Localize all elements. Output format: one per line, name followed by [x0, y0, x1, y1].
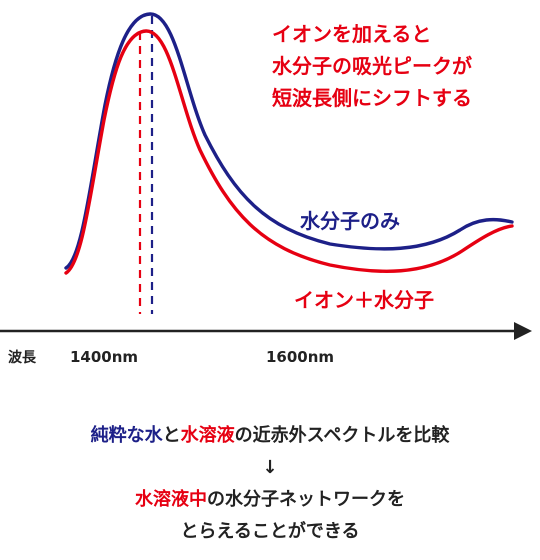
annotation-line-2: 水分子の吸光ピークが — [272, 54, 472, 78]
x-tick-1600: 1600nm — [266, 348, 334, 366]
caption-arrow: ↓ — [262, 457, 278, 478]
caption-compare: の近赤外スペクトルを比較 — [234, 425, 450, 446]
caption-line-1: 純粋な水と水溶液の近赤外スペクトルを比較 — [0, 420, 540, 452]
caption: 純粋な水と水溶液の近赤外スペクトルを比較 ↓ 水溶液中の水分子ネットワークを と… — [0, 420, 540, 548]
caption-and: と — [162, 425, 181, 446]
x-axis-label: 波長 — [8, 349, 37, 366]
caption-line-3: 水溶液中の水分子ネットワークを — [0, 484, 540, 516]
annotation-line-1: イオンを加えると — [272, 22, 432, 46]
series-line-water-only — [64, 12, 514, 270]
caption-in-solution: 水溶液中 — [135, 489, 207, 510]
series-line-ion-water — [64, 29, 514, 275]
annotation-line-3: 短波長側にシフトする — [272, 86, 472, 110]
x-tick-1400: 1400nm — [70, 348, 138, 366]
caption-line-4: とらえることができる — [180, 521, 360, 542]
shift-annotation: イオンを加えると 水分子の吸光ピークが 短波長側にシフトする — [272, 18, 532, 114]
legend-label-water-only: 水分子のみ — [300, 209, 400, 233]
caption-network: の水分子ネットワークを — [207, 489, 405, 510]
legend-label-ion-water: イオン＋水分子 — [294, 288, 434, 312]
spectrum-chart: 波長 1400nm 1600nm — [0, 12, 532, 366]
caption-pure-water: 純粋な水 — [90, 425, 163, 446]
x-axis-arrowhead — [514, 322, 532, 340]
caption-solution: 水溶液 — [180, 425, 235, 446]
